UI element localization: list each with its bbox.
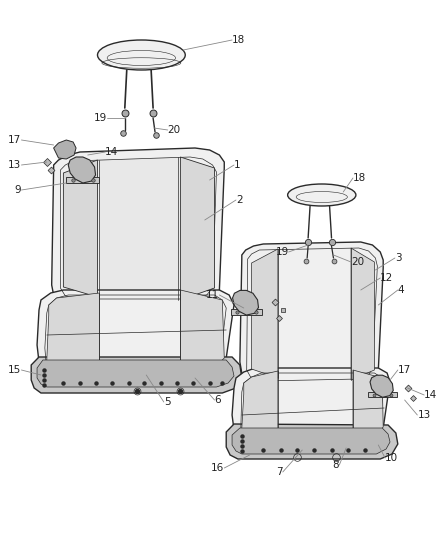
Text: 16: 16 <box>211 463 224 473</box>
Polygon shape <box>232 368 390 443</box>
Text: 14: 14 <box>424 390 438 400</box>
Text: 19: 19 <box>276 247 289 257</box>
Text: 13: 13 <box>417 410 431 420</box>
Polygon shape <box>231 309 262 315</box>
Text: 9: 9 <box>15 185 21 195</box>
Polygon shape <box>353 370 383 440</box>
Text: 5: 5 <box>164 397 170 407</box>
Text: 12: 12 <box>380 273 393 283</box>
Text: 17: 17 <box>398 365 411 375</box>
Polygon shape <box>226 424 398 459</box>
Polygon shape <box>233 290 258 315</box>
Polygon shape <box>351 248 374 380</box>
Ellipse shape <box>98 40 185 70</box>
Text: 13: 13 <box>8 160 21 170</box>
Polygon shape <box>53 140 76 159</box>
Polygon shape <box>66 177 99 183</box>
Polygon shape <box>242 371 278 440</box>
Text: 14: 14 <box>105 147 119 157</box>
Polygon shape <box>240 242 383 385</box>
Polygon shape <box>68 157 95 183</box>
Polygon shape <box>370 375 393 397</box>
Polygon shape <box>37 290 234 375</box>
Text: 2: 2 <box>236 195 243 205</box>
Polygon shape <box>368 392 396 397</box>
Text: 18: 18 <box>232 35 245 45</box>
Text: 11: 11 <box>206 290 219 300</box>
Polygon shape <box>31 357 242 393</box>
Polygon shape <box>99 157 178 300</box>
Text: 20: 20 <box>351 257 364 267</box>
Polygon shape <box>232 428 390 454</box>
Text: 15: 15 <box>8 365 21 375</box>
Polygon shape <box>47 293 99 370</box>
Text: 4: 4 <box>398 285 404 295</box>
Polygon shape <box>251 249 278 378</box>
Polygon shape <box>180 290 224 370</box>
Text: 7: 7 <box>276 467 283 477</box>
Ellipse shape <box>288 184 356 206</box>
Text: 6: 6 <box>215 395 221 405</box>
Polygon shape <box>37 360 234 387</box>
Text: 3: 3 <box>395 253 402 263</box>
Text: 19: 19 <box>94 113 107 123</box>
Text: 1: 1 <box>234 160 240 170</box>
Text: 18: 18 <box>353 173 366 183</box>
Text: 20: 20 <box>168 125 181 135</box>
Text: 17: 17 <box>8 135 21 145</box>
Text: 8: 8 <box>333 460 339 470</box>
Text: 10: 10 <box>385 453 398 463</box>
Polygon shape <box>64 160 98 297</box>
Polygon shape <box>52 148 224 307</box>
Polygon shape <box>180 157 215 300</box>
